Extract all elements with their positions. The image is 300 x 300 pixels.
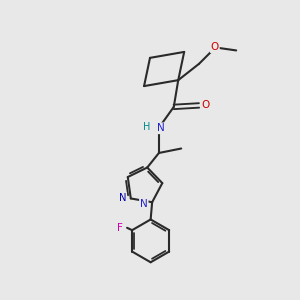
Text: N: N bbox=[157, 123, 164, 133]
Text: N: N bbox=[119, 193, 126, 203]
Text: O: O bbox=[202, 100, 210, 110]
Text: F: F bbox=[117, 223, 123, 233]
Text: O: O bbox=[211, 42, 219, 52]
Text: N: N bbox=[140, 199, 148, 209]
Text: H: H bbox=[143, 122, 151, 132]
